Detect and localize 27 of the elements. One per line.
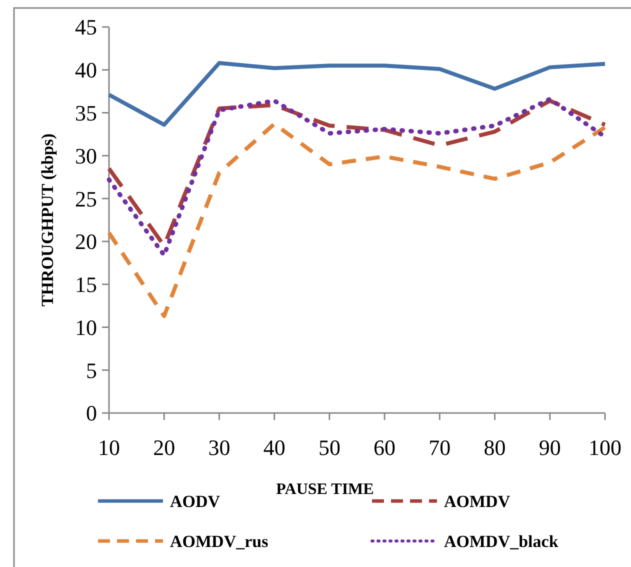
y-tick-label: 15 [75, 272, 97, 298]
x-tick-label: 70 [428, 435, 451, 460]
y-tick-label: 35 [75, 100, 97, 126]
legend-label: AOMDV [444, 492, 511, 511]
x-tick-label: 40 [263, 435, 286, 460]
y-tick-label: 40 [75, 58, 97, 83]
legend-label: AOMDV_rus [170, 532, 269, 551]
x-tick-label: 90 [538, 435, 561, 460]
y-tick-label: 0 [86, 400, 97, 426]
y-tick-label: 10 [75, 314, 97, 340]
legend-label: AOMDV_black [444, 532, 559, 551]
y-tick-label: 25 [75, 186, 97, 212]
line-series [107, 122, 607, 318]
legend-label: AODV [170, 492, 221, 511]
y-tick-label: 30 [75, 143, 97, 168]
y-tick-label: 20 [75, 229, 97, 254]
x-axis-title: PAUSE TIME [276, 481, 374, 498]
x-tick-label: 60 [374, 435, 396, 460]
x-tick-label: 20 [153, 435, 176, 460]
x-tick-label: 30 [208, 435, 230, 460]
line-series [107, 61, 607, 127]
x-tick-label: 80 [484, 435, 506, 460]
x-tick-label: 50 [318, 435, 340, 460]
x-tick-label: 100 [588, 435, 622, 460]
y-tick-label: 45 [75, 14, 97, 40]
y-axis-title: THROUGHPUT (kbps) [38, 133, 57, 307]
y-tick-label: 5 [86, 358, 97, 383]
